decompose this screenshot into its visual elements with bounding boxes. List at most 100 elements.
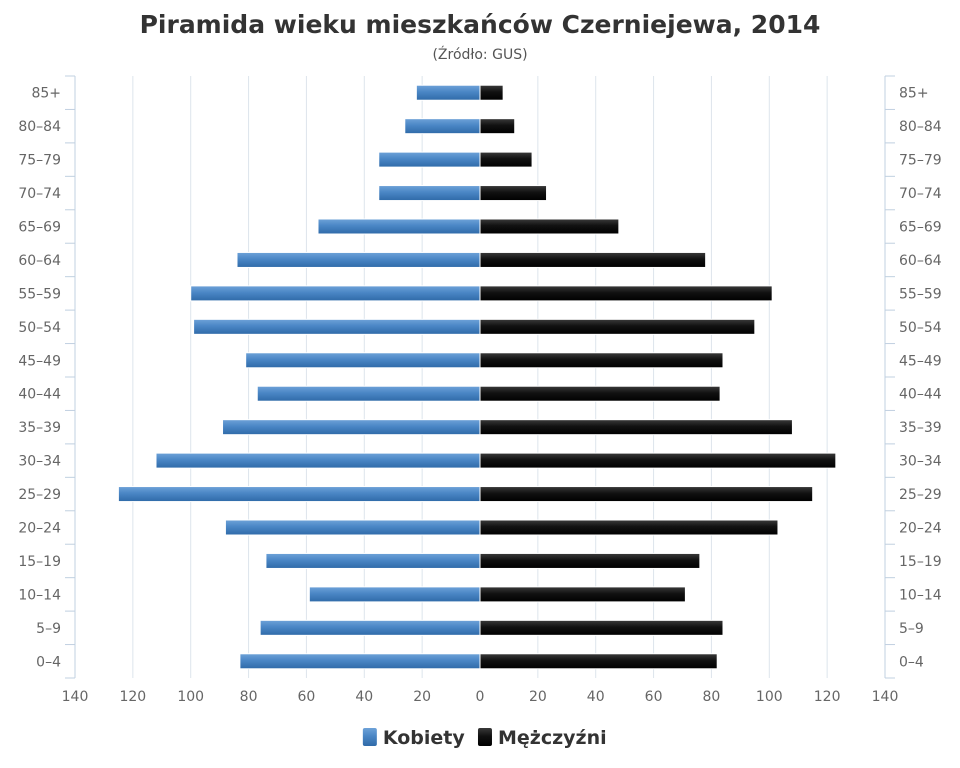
category-label-right: 25–29 xyxy=(899,487,942,503)
category-label-left: 60–64 xyxy=(18,253,61,269)
category-label-left: 35–39 xyxy=(18,420,61,436)
legend[interactable]: Kobiety Mężczyźni xyxy=(362,727,607,749)
category-label-left: 40–44 xyxy=(18,387,61,403)
bar-female xyxy=(404,118,481,135)
legend-label: Kobiety xyxy=(383,727,466,749)
category-label-right: 75–79 xyxy=(899,153,942,169)
bar-male xyxy=(479,586,686,603)
bar-female xyxy=(317,218,481,235)
x-tick-label: 80 xyxy=(703,689,721,705)
category-label-left: 45–49 xyxy=(18,353,61,369)
bar-male xyxy=(479,552,701,569)
category-label-right: 70–74 xyxy=(899,186,942,202)
category-label-right: 80–84 xyxy=(899,119,942,135)
x-tick-label: 60 xyxy=(298,689,316,705)
bar-male xyxy=(479,452,837,469)
bar-male xyxy=(479,653,718,670)
category-label-right: 0–4 xyxy=(899,654,924,670)
bar-female xyxy=(190,285,481,302)
grid-lines xyxy=(132,76,828,678)
bar-male xyxy=(479,519,779,536)
x-tick-label: 60 xyxy=(645,689,663,705)
category-label-left: 85+ xyxy=(31,86,61,102)
legend-swatch xyxy=(477,728,492,746)
category-label-right: 20–24 xyxy=(899,521,942,537)
category-label-right: 30–34 xyxy=(899,454,942,470)
x-tick-label: 80 xyxy=(240,689,258,705)
bar-male xyxy=(479,185,548,202)
bar-male xyxy=(479,486,814,503)
category-label-right: 10–14 xyxy=(899,587,942,603)
bar-male xyxy=(479,419,793,436)
bar-female xyxy=(265,552,481,569)
category-label-left: 50–54 xyxy=(18,320,61,336)
bar-male xyxy=(479,118,516,135)
category-label-left: 0–4 xyxy=(36,654,61,670)
x-tick-label: 0 xyxy=(476,689,485,705)
category-label-left: 20–24 xyxy=(18,521,61,537)
bar-female xyxy=(259,619,481,636)
x-tick-label: 100 xyxy=(177,689,204,705)
x-tick-labels: 140 120 100 80 60 40 20 0 20 40 60 80 100 120 140 xyxy=(62,689,899,705)
category-label-left: 55–59 xyxy=(18,286,61,302)
bar-female xyxy=(117,486,481,503)
category-label-left: 15–19 xyxy=(18,554,61,570)
bar-female xyxy=(245,352,481,369)
category-label-left: 80–84 xyxy=(18,119,61,135)
category-label-left: 5–9 xyxy=(36,621,61,637)
bar-female xyxy=(155,452,481,469)
bar-female xyxy=(239,653,481,670)
category-label-left: 65–69 xyxy=(18,220,61,236)
category-label-right: 5–9 xyxy=(899,621,924,637)
category-label-left: 75–79 xyxy=(18,153,61,169)
category-label-left: 70–74 xyxy=(18,186,61,202)
bar-female xyxy=(236,251,481,268)
legend-swatch xyxy=(362,728,377,746)
x-tick-label: 20 xyxy=(529,689,547,705)
bar-male xyxy=(479,151,533,168)
category-label-right: 40–44 xyxy=(899,387,942,403)
bar-male xyxy=(479,619,724,636)
x-tick-label: 100 xyxy=(756,689,783,705)
bar-male xyxy=(479,218,620,235)
category-label-right: 50–54 xyxy=(899,320,942,336)
x-tick-label: 120 xyxy=(119,689,146,705)
category-label-left: 25–29 xyxy=(18,487,61,503)
bar-male xyxy=(479,84,504,101)
axes xyxy=(65,75,895,679)
bar-male xyxy=(479,285,773,302)
category-label-right: 45–49 xyxy=(899,353,942,369)
bar-male xyxy=(479,385,721,402)
category-label-right: 55–59 xyxy=(899,286,942,302)
bar-male xyxy=(479,352,724,369)
x-tick-label: 140 xyxy=(62,689,89,705)
x-tick-label: 40 xyxy=(587,689,605,705)
chart-title: Piramida wieku mieszkańców Czerniejewa, … xyxy=(140,10,821,39)
category-label-right: 35–39 xyxy=(899,420,942,436)
bar-female xyxy=(378,185,481,202)
x-tick-label: 120 xyxy=(814,689,841,705)
category-label-left: 30–34 xyxy=(18,454,61,470)
legend-item-male[interactable]: Mężczyźni xyxy=(477,727,607,749)
x-tick-label: 40 xyxy=(355,689,373,705)
bars xyxy=(117,84,837,670)
bar-female xyxy=(378,151,481,168)
bar-female xyxy=(224,519,481,536)
bar-female xyxy=(415,84,481,101)
legend-item-female[interactable]: Kobiety xyxy=(362,727,466,749)
bar-female xyxy=(222,419,481,436)
category-labels: 85+ 85+ 80–84 80–84 75–79 75–79 70–74 70–74 65–6… xyxy=(18,86,941,671)
bar-male xyxy=(479,251,707,268)
bar-female xyxy=(193,318,481,335)
bar-female xyxy=(256,385,481,402)
chart-subtitle: (Źródło: GUS) xyxy=(432,45,527,63)
category-label-right: 60–64 xyxy=(899,253,942,269)
category-label-right: 15–19 xyxy=(899,554,942,570)
x-tick-label: 20 xyxy=(413,689,431,705)
category-label-right: 85+ xyxy=(899,86,929,102)
category-label-left: 10–14 xyxy=(18,587,61,603)
legend-label: Mężczyźni xyxy=(498,727,607,749)
category-label-right: 65–69 xyxy=(899,220,942,236)
